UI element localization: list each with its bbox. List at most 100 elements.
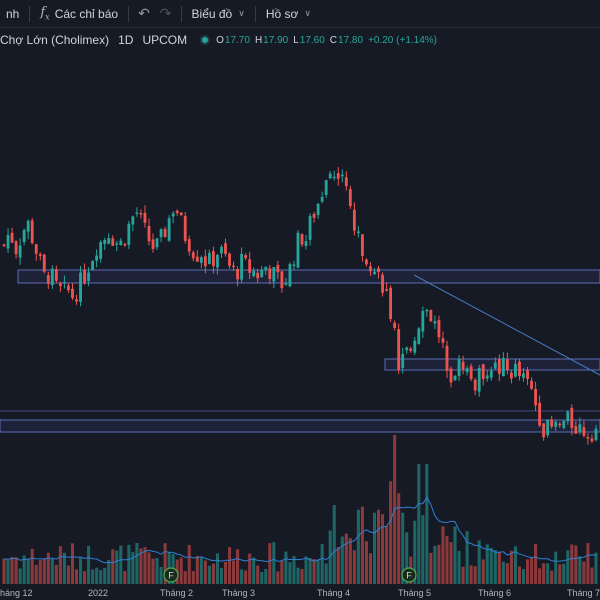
zone-box[interactable] (0, 419, 600, 433)
candle[interactable] (449, 368, 453, 383)
candle[interactable] (304, 241, 308, 246)
candle[interactable] (143, 212, 147, 223)
candle[interactable] (457, 359, 461, 377)
candle[interactable] (95, 255, 99, 261)
candle[interactable] (187, 239, 191, 252)
candle[interactable] (316, 203, 320, 216)
candle[interactable] (510, 372, 513, 379)
candle[interactable] (538, 402, 542, 426)
candle[interactable] (296, 232, 300, 268)
candle[interactable] (413, 340, 417, 353)
candle[interactable] (433, 321, 437, 324)
event-marker[interactable] (401, 567, 417, 583)
candle[interactable] (119, 240, 123, 246)
candle[interactable] (453, 375, 457, 381)
candle[interactable] (518, 361, 521, 377)
candle[interactable] (409, 348, 413, 351)
candle[interactable] (300, 234, 304, 245)
candle[interactable] (582, 427, 586, 436)
candle[interactable] (425, 309, 429, 312)
candle[interactable] (14, 241, 18, 255)
candle[interactable] (139, 213, 143, 215)
candle[interactable] (365, 259, 368, 265)
candle[interactable] (167, 218, 171, 241)
candle[interactable] (586, 437, 590, 439)
candle[interactable] (175, 210, 179, 214)
candle[interactable] (67, 285, 70, 291)
candle[interactable] (99, 242, 103, 259)
candle[interactable] (171, 213, 175, 217)
candle[interactable] (546, 419, 550, 436)
candle[interactable] (405, 347, 409, 351)
candle[interactable] (421, 310, 425, 332)
candle[interactable] (385, 289, 388, 291)
candle[interactable] (308, 216, 312, 240)
candle[interactable] (2, 244, 6, 247)
candle[interactable] (147, 225, 151, 242)
candle[interactable] (288, 264, 292, 287)
candle[interactable] (115, 243, 119, 245)
candle[interactable] (493, 362, 497, 369)
interval-label[interactable]: 1D (118, 33, 134, 47)
candle[interactable] (550, 419, 554, 427)
candle[interactable] (244, 255, 248, 259)
candle[interactable] (191, 252, 195, 259)
candle[interactable] (280, 271, 284, 289)
candle[interactable] (522, 373, 525, 378)
candle[interactable] (369, 266, 372, 272)
candle[interactable] (437, 320, 441, 338)
candle[interactable] (256, 272, 260, 279)
candle[interactable] (312, 213, 316, 218)
candle[interactable] (514, 363, 517, 377)
candle[interactable] (18, 245, 22, 258)
indicators-button[interactable]: fx Các chỉ báo (34, 0, 124, 28)
candle[interactable] (401, 353, 405, 368)
candle[interactable] (481, 364, 485, 380)
candle[interactable] (594, 428, 598, 441)
candle[interactable] (159, 229, 163, 238)
candle[interactable] (228, 253, 231, 266)
candle[interactable] (272, 267, 276, 282)
candle[interactable] (461, 361, 465, 370)
candle[interactable] (127, 223, 131, 245)
candle[interactable] (268, 268, 272, 280)
candle[interactable] (336, 173, 340, 179)
candle[interactable] (381, 274, 384, 293)
candle[interactable] (10, 232, 14, 243)
candle[interactable] (34, 244, 38, 254)
candle[interactable] (324, 180, 328, 195)
candle[interactable] (123, 243, 127, 246)
candle[interactable] (195, 256, 199, 262)
candle[interactable] (58, 283, 62, 287)
candle[interactable] (558, 423, 562, 426)
candle[interactable] (83, 270, 86, 283)
candle[interactable] (46, 275, 50, 284)
chart-type-button[interactable]: Biểu đồ ∨ (186, 0, 251, 28)
candle[interactable] (79, 272, 82, 302)
candle[interactable] (542, 423, 546, 438)
candle[interactable] (340, 174, 344, 177)
candle[interactable] (485, 375, 489, 379)
candle[interactable] (377, 268, 380, 272)
candle[interactable] (71, 288, 74, 299)
candle[interactable] (566, 411, 570, 422)
candle[interactable] (501, 357, 505, 377)
candle[interactable] (361, 234, 364, 256)
candle[interactable] (38, 254, 42, 256)
candle[interactable] (232, 265, 235, 268)
candle[interactable] (260, 269, 264, 278)
candle[interactable] (199, 257, 203, 263)
candle[interactable] (151, 239, 155, 249)
candle[interactable] (445, 345, 449, 371)
candle[interactable] (276, 265, 280, 273)
candle[interactable] (6, 234, 10, 249)
candle[interactable] (26, 220, 30, 232)
redo-icon[interactable]: ↷ (159, 5, 172, 21)
candle[interactable] (574, 426, 578, 434)
candle[interactable] (526, 370, 529, 379)
candle[interactable] (131, 216, 135, 225)
candle[interactable] (473, 379, 477, 391)
candle[interactable] (183, 215, 187, 241)
candle[interactable] (348, 189, 352, 207)
candle[interactable] (212, 251, 215, 267)
